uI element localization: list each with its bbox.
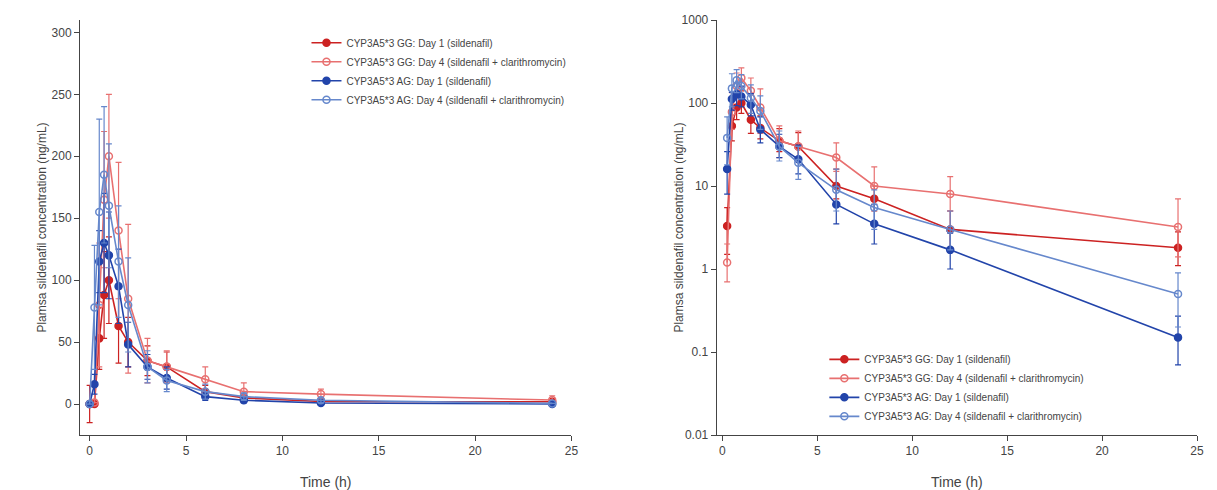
svg-text:10: 10 [276, 444, 290, 458]
svg-text:CYP3A5*3 AG: Day 4 (sildenafil: CYP3A5*3 AG: Day 4 (sildenafil + clarith… [346, 95, 564, 106]
svg-text:50: 50 [58, 335, 72, 349]
svg-text:0.01: 0.01 [685, 428, 709, 442]
svg-text:20: 20 [468, 444, 482, 458]
svg-text:0.1: 0.1 [692, 345, 709, 359]
svg-text:CYP3A5*3 GG: Day 1 (sildenafil: CYP3A5*3 GG: Day 1 (sildenafil) [864, 354, 1010, 365]
svg-text:Plamsa sildenafil concentratio: Plamsa sildenafil concentration (ng/mL) [35, 122, 49, 332]
svg-text:0: 0 [86, 444, 93, 458]
svg-text:1000: 1000 [682, 13, 709, 27]
svg-text:0: 0 [65, 397, 72, 411]
svg-text:CYP3A5*3 AG: Day 4 (sildenafil: CYP3A5*3 AG: Day 4 (sildenafil + clarith… [864, 411, 1082, 422]
svg-text:Plamsa sildenafil concentratio: Plamsa sildenafil concentration (ng/mL) [672, 122, 686, 332]
svg-text:10: 10 [695, 179, 709, 193]
svg-text:CYP3A5*3 AG: Day 1 (sildenafil: CYP3A5*3 AG: Day 1 (sildenafil) [346, 76, 491, 87]
svg-text:25: 25 [1190, 444, 1204, 458]
svg-text:100: 100 [688, 96, 708, 110]
svg-text:100: 100 [52, 273, 72, 287]
svg-text:CYP3A5*3 GG: Day 4 (sildenafil: CYP3A5*3 GG: Day 4 (sildenafil + clarith… [346, 57, 565, 68]
svg-text:5: 5 [183, 444, 190, 458]
svg-text:300: 300 [52, 26, 72, 40]
svg-text:Time (h): Time (h) [931, 474, 983, 490]
svg-text:0: 0 [719, 444, 726, 458]
svg-text:5: 5 [814, 444, 821, 458]
svg-text:20: 20 [1095, 444, 1109, 458]
svg-text:CYP3A5*3 GG: Day 4 (sildenafil: CYP3A5*3 GG: Day 4 (sildenafil + clarith… [864, 373, 1083, 384]
svg-text:15: 15 [372, 444, 386, 458]
svg-text:25: 25 [565, 444, 579, 458]
svg-text:1: 1 [702, 262, 709, 276]
svg-text:Time (h): Time (h) [300, 474, 352, 490]
svg-text:15: 15 [1000, 444, 1014, 458]
svg-text:200: 200 [52, 149, 72, 163]
svg-text:10: 10 [906, 444, 920, 458]
svg-text:CYP3A5*3 GG: Day 1 (sildenafil: CYP3A5*3 GG: Day 1 (sildenafil) [346, 38, 492, 49]
svg-text:150: 150 [52, 211, 72, 225]
svg-text:CYP3A5*3 AG: Day 1 (sildenafil: CYP3A5*3 AG: Day 1 (sildenafil) [864, 392, 1009, 403]
svg-text:250: 250 [52, 88, 72, 102]
